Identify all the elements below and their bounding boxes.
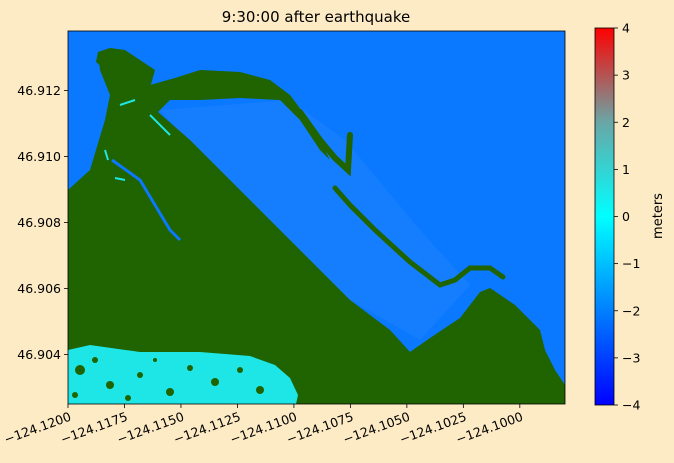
land-west xyxy=(68,52,565,404)
y-axis: 46.904 46.906 46.908 46.910 46.912 xyxy=(17,83,68,362)
colorbar-axis: −4 −3 −2 −1 0 1 2 3 4 xyxy=(614,21,640,413)
y-tick-label: 46.906 xyxy=(17,281,61,296)
y-tick-label: 46.910 xyxy=(17,149,61,164)
map-image xyxy=(68,31,565,404)
north-spit xyxy=(96,48,155,88)
flooded-area xyxy=(68,345,298,404)
plot-frame xyxy=(67,30,566,405)
inland-channel xyxy=(111,158,182,242)
colorbar-label: meters xyxy=(651,193,666,239)
colorbar-tick-label: −2 xyxy=(622,303,640,318)
colorbar-tick-label: 3 xyxy=(622,68,630,83)
colorbar-tick-label: −1 xyxy=(622,256,640,271)
colorbar-tick-label: 4 xyxy=(622,21,630,36)
colorbar-tick-label: −3 xyxy=(622,350,640,365)
jetty xyxy=(332,185,506,288)
x-axis: −124.1200−124.1175−124.1150−124.1125−124… xyxy=(2,404,525,447)
y-tick-label: 46.908 xyxy=(17,215,61,230)
chart-title: 9:30:00 after earthquake xyxy=(222,8,410,26)
bay-water xyxy=(160,100,470,340)
y-tick-label: 46.904 xyxy=(17,347,61,362)
y-tick-label: 46.912 xyxy=(17,83,61,98)
colorbar-tick-label: 0 xyxy=(622,209,630,224)
colorbar-tick-label: 1 xyxy=(622,162,630,177)
flooded-texture xyxy=(72,357,264,401)
colorbar xyxy=(594,27,615,406)
north-shore-strip xyxy=(160,92,300,110)
inland-channel-2 xyxy=(104,99,171,181)
colorbar-tick-label: 2 xyxy=(622,115,630,130)
jetty-north xyxy=(297,109,353,177)
colorbar-tick-label: −4 xyxy=(622,398,640,413)
